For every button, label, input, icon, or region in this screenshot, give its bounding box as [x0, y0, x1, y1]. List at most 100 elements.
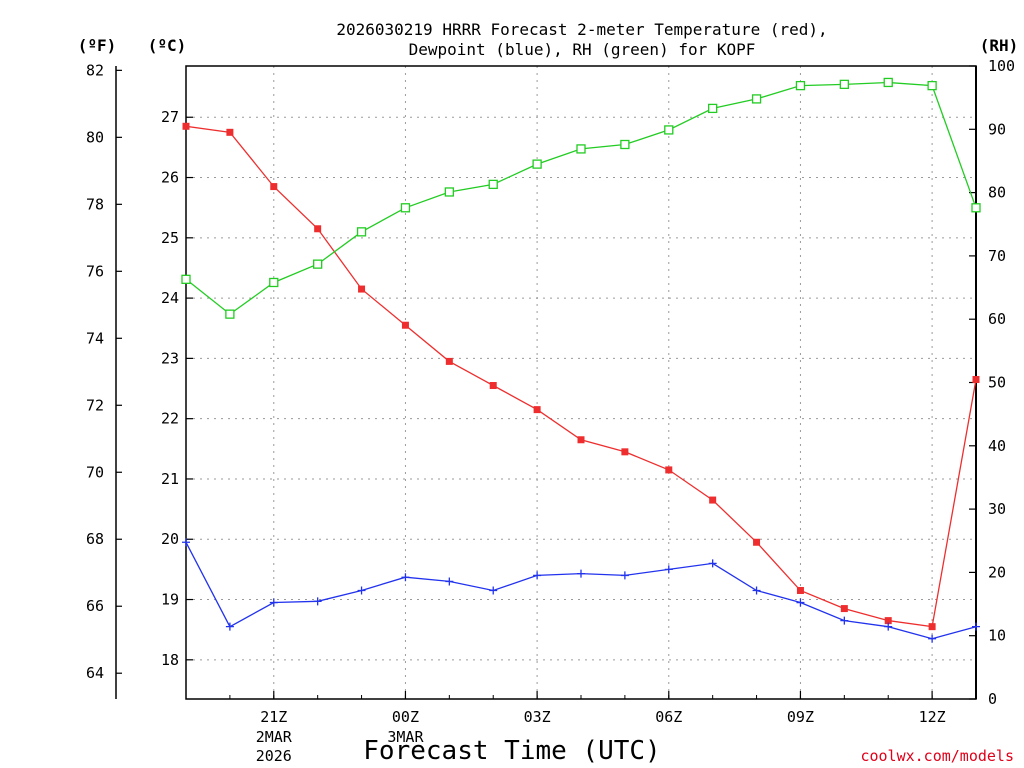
temperature-point: [401, 321, 409, 329]
rh-point: [269, 277, 279, 288]
fahrenheit-tick-label: 74: [86, 329, 104, 347]
rh-point: [444, 187, 454, 197]
temperature-point: [621, 448, 629, 456]
x-tick-label: 12Z: [919, 708, 946, 726]
dewpoint-point: [445, 577, 454, 586]
rh-tick-label: 90: [988, 120, 1006, 138]
celsius-tick-label: 27: [161, 108, 179, 126]
rh-point: [488, 179, 498, 190]
x-tick-sublabel-date: 3MAR: [387, 728, 424, 746]
rh-tick-label: 10: [988, 627, 1006, 645]
celsius-tick-label: 22: [161, 410, 179, 428]
temperature-point: [358, 285, 366, 293]
dewpoint-point: [489, 586, 498, 595]
dewpoint-point: [182, 538, 190, 547]
rh-tick-label: 60: [988, 310, 1006, 328]
dewpoint-point: [664, 565, 673, 574]
temperature-point: [182, 122, 190, 130]
rh-point: [225, 309, 235, 319]
rh-point: [356, 227, 367, 237]
rh-point: [532, 159, 542, 169]
dewpoint-point: [708, 559, 717, 568]
celsius-unit-label: (ºC): [148, 36, 187, 55]
dewpoint-line: [185, 542, 977, 640]
temperature-point: [972, 375, 980, 383]
temperature-point: [577, 436, 585, 444]
dewpoint-point: [620, 571, 629, 580]
x-tick-sublabel-year: 2026: [256, 747, 292, 765]
x-tick-label: 03Z: [524, 708, 551, 726]
rh-tick-label: 50: [988, 374, 1006, 392]
rh-unit-label: (RH): [980, 36, 1019, 55]
dewpoint-point: [577, 569, 585, 578]
dewpoint-point: [840, 616, 849, 625]
rh-tick-label: 30: [988, 500, 1006, 518]
series-layer: [181, 77, 981, 643]
fahrenheit-unit-label: (ºF): [78, 36, 117, 55]
temperature-point: [840, 605, 848, 613]
fahrenheit-tick-label: 72: [86, 396, 104, 414]
fahrenheit-tick-label: 70: [86, 463, 104, 481]
temperature-point: [489, 382, 497, 390]
rh-point: [927, 80, 937, 91]
temperature-point: [709, 496, 717, 504]
celsius-tick-label: 24: [161, 289, 179, 307]
rh-point: [883, 77, 893, 88]
dewpoint-point: [884, 622, 893, 631]
x-axis-label: Forecast Time (UTC): [363, 736, 660, 766]
celsius-tick-label: 21: [161, 470, 179, 488]
rh-point: [576, 144, 586, 154]
x-tick-label: 06Z: [655, 708, 682, 726]
dewpoint-point: [269, 598, 278, 607]
rh-tick-label: 0: [988, 690, 997, 708]
rh-point: [620, 139, 630, 150]
rh-tick-label: 70: [988, 247, 1006, 265]
dewpoint-point: [313, 597, 322, 606]
temperature-point: [928, 623, 936, 631]
dewpoint-point: [357, 586, 366, 595]
temperature-point: [533, 406, 541, 414]
celsius-tick-label: 19: [161, 591, 179, 609]
rh-point: [708, 103, 718, 114]
rh-line: [185, 81, 977, 315]
rh-tick-label: 40: [988, 437, 1006, 455]
celsius-tick-label: 23: [161, 349, 179, 367]
chart-title-line1: 2026030219 HRRR Forecast 2-meter Tempera…: [336, 20, 827, 39]
rh-point: [664, 125, 674, 135]
dewpoint-point: [225, 622, 234, 631]
temperature-point: [314, 225, 322, 233]
temperature-point: [753, 538, 761, 546]
temperature-point: [796, 586, 804, 594]
celsius-tick-label: 20: [161, 530, 179, 548]
rh-point: [313, 259, 323, 269]
rh-point: [400, 203, 411, 213]
rh-point: [751, 94, 762, 104]
temperature-point: [226, 128, 234, 136]
dewpoint-point: [752, 586, 761, 595]
temperature-point: [445, 357, 453, 365]
fahrenheit-tick-label: 66: [86, 597, 104, 615]
credit-link[interactable]: coolwx.com/models: [860, 747, 1014, 765]
dewpoint-point: [972, 622, 980, 631]
rh-point: [971, 203, 981, 213]
celsius-tick-label: 25: [161, 229, 179, 247]
tick-layer: 18 19 20 21 22 23 24 25 26 27 64 66 68 70 72 74 76 78 80 82…: [86, 57, 1015, 765]
chart-title-line2: Dewpoint (blue), RH (green) for KOPF: [409, 40, 756, 59]
rh-tick-label: 20: [988, 563, 1006, 581]
rh-point: [181, 274, 191, 284]
dewpoint-point: [796, 598, 805, 607]
x-tick-label: 09Z: [787, 708, 814, 726]
rh-point: [839, 79, 849, 90]
temperature-point: [270, 183, 278, 191]
fahrenheit-tick-label: 80: [86, 128, 104, 146]
x-tick-label: 21Z: [260, 708, 287, 726]
dewpoint-point: [928, 634, 937, 643]
dewpoint-point: [533, 571, 542, 580]
temperature-point: [884, 617, 892, 625]
celsius-tick-label: 18: [161, 651, 179, 669]
dewpoint-point: [401, 573, 410, 582]
plot-frame: [185, 65, 977, 700]
fahrenheit-tick-label: 76: [86, 262, 104, 280]
rh-tick-label: 80: [988, 184, 1006, 202]
